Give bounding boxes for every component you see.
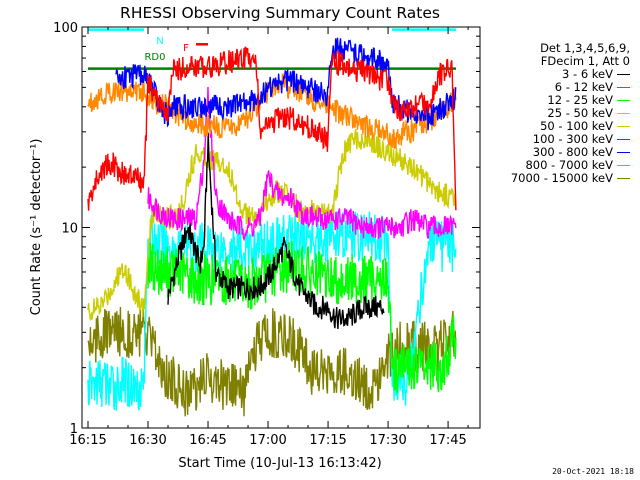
legend-entry: 3 - 6 keV [460,68,630,81]
timestamp: 20-Oct-2021 18:18 [552,467,634,476]
x-axis-label: Start Time (10-Jul-13 16:13:42) [178,456,381,471]
legend-entries: 3 - 6 keV 6 - 12 keV 12 - 25 keV 25 - 50 ke… [460,68,630,185]
x-tick-label: 17:00 [249,433,286,448]
legend-swatch [617,126,630,127]
axes-layer: 16:15 16:30 16:45 17:00 17:15 17:30 17:45 1 10 10… [53,21,480,448]
y-axis-label: Count Rate (s⁻¹ detector⁻¹) [29,139,44,316]
legend-swatch [617,139,630,140]
legend: Det 1,3,4,5,6,9, FDecim 1, Att 0 3 - 6 k… [460,42,630,185]
legend-entry: 300 - 800 keV [460,146,630,159]
legend-label: 7000 - 15000 keV [510,171,613,185]
legend-swatch [617,152,630,153]
legend-swatch [617,74,630,75]
chart-title: RHESSI Observing Summary Count Rates [120,4,440,22]
annotation-layer: N RD0 F [88,28,457,70]
series-line-50-100-kev [87,126,457,321]
legend-swatch [617,178,630,179]
legend-swatch [617,87,630,88]
y-tick-label: 10 [61,222,78,237]
legend-label: 3 - 6 keV [562,67,613,81]
annotation-label-n: N [156,36,163,47]
series-line-3-6-kev [167,132,385,330]
legend-entry: 25 - 50 keV [460,107,630,120]
legend-entry: 7000 - 15000 keV [460,172,630,185]
legend-header-line-1: Det 1,3,4,5,6,9, [540,41,630,55]
legend-entry: 12 - 25 keV [460,94,630,107]
legend-entry: 800 - 7000 keV [460,159,630,172]
legend-label: 12 - 25 keV [547,93,613,107]
x-tick-label: 17:15 [309,433,346,448]
x-tick-label: 17:45 [429,433,466,448]
series-layer [87,37,457,417]
annotation-label-f: F [183,43,189,54]
legend-label: 800 - 7000 keV [525,158,613,172]
y-tick-label: 100 [53,21,78,36]
series-line-12-25-kev [147,240,457,394]
x-tick-label: 16:45 [189,433,226,448]
y-tick-label: 1 [70,422,78,437]
legend-label: 100 - 300 keV [532,132,613,146]
x-tick-label: 17:30 [369,433,406,448]
legend-entry: 100 - 300 keV [460,133,630,146]
legend-entry: 6 - 12 keV [460,81,630,94]
legend-swatch [617,165,630,166]
legend-entry: 50 - 100 keV [460,120,630,133]
legend-swatch [617,100,630,101]
series-line-6-12-kev [147,86,457,242]
series-line-100-300-kev [87,46,457,211]
legend-swatch [617,113,630,114]
legend-label: 6 - 12 keV [554,80,613,94]
x-tick-label: 16:15 [69,433,106,448]
legend-label: 50 - 100 keV [540,119,613,133]
annotation-label-rd0: RD0 [144,52,165,63]
legend-label: 25 - 50 keV [547,106,613,120]
x-tick-label: 16:30 [129,433,166,448]
legend-label: 300 - 800 keV [532,145,613,159]
legend-header-line-2: FDecim 1, Att 0 [540,54,630,68]
